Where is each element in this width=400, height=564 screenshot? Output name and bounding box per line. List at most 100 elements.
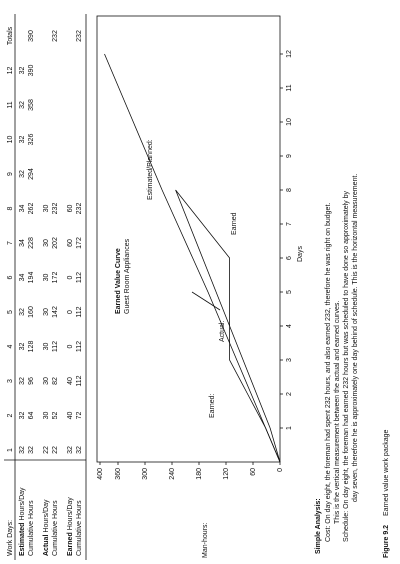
table-cell: 30 — [43, 274, 50, 282]
analysis-line: This is the vertical measurement between… — [334, 301, 341, 524]
table-cell: 34 — [19, 205, 26, 213]
table-header: 2 — [7, 413, 14, 417]
table-header: 8 — [7, 206, 14, 210]
y-tick-label: 0 — [277, 468, 284, 472]
table-cell: 172 — [76, 237, 83, 249]
table-cell: 22 — [43, 446, 50, 454]
table-cell: 32 — [19, 136, 26, 144]
row-label: Hours/Day — [43, 499, 50, 533]
table-cell: 72 — [76, 412, 83, 420]
row-label: Hours/Day — [19, 487, 26, 521]
table-cell: 0 — [67, 344, 74, 348]
table-header: 3 — [7, 379, 14, 383]
table-cell: 82 — [52, 377, 59, 385]
series-line — [175, 189, 271, 429]
table-cell: 40 — [67, 412, 74, 420]
analysis-line: day seven, therefore he is approximately… — [352, 174, 359, 502]
table-cell: 32 — [67, 446, 74, 454]
table-cell: 232 — [52, 203, 59, 215]
table-cell: 112 — [76, 375, 83, 386]
table-cell: 0 — [67, 310, 74, 314]
table-cell: 160 — [28, 306, 35, 318]
table-cell: 34 — [19, 274, 26, 282]
table-cell: 60 — [67, 239, 74, 247]
table-cell: 128 — [28, 341, 35, 353]
y-tick-label: 400 — [97, 468, 104, 480]
table-cell: 390 — [28, 30, 35, 42]
row-label: Cumulative Hours — [28, 500, 35, 556]
y-label: Man-hours: — [202, 523, 209, 558]
caption-label: Figure 9.2 — [383, 525, 390, 558]
chart-frame — [96, 15, 281, 463]
table-cell: 112 — [76, 272, 83, 283]
row-label: Cumulative Hours — [52, 500, 59, 556]
table-cell: 60 — [67, 205, 74, 213]
table-cell: 96 — [28, 377, 35, 385]
table-cell: 232 — [76, 203, 83, 215]
table-header: 11 — [7, 101, 14, 108]
table-cell: 34 — [19, 239, 26, 247]
table-cell: 32 — [19, 412, 26, 420]
x-tick-label: 9 — [286, 154, 293, 158]
table-cell: 232 — [76, 30, 83, 42]
table-cell: 32 — [76, 446, 83, 454]
y-tick-label: 180 — [196, 468, 203, 480]
series-start — [265, 427, 281, 463]
table-cell: 112 — [76, 341, 83, 352]
table-cell: 30 — [43, 343, 50, 351]
y-tick-label: 360 — [115, 468, 122, 480]
table-cell: 32 — [19, 446, 26, 454]
table-cell: 22 — [52, 446, 59, 454]
table-header: 7 — [7, 241, 14, 245]
x-label: Days — [297, 246, 304, 262]
x-tick-label: 5 — [286, 290, 293, 294]
row-label-bold: Actual — [43, 535, 50, 556]
table-header: Work Days: — [7, 520, 14, 556]
table-cell: 32 — [19, 308, 26, 316]
y-tick-label: 120 — [223, 468, 230, 480]
y-tick-label: 240 — [169, 468, 176, 480]
table-cell: 32 — [19, 101, 26, 109]
table-header: 5 — [7, 310, 14, 314]
x-tick-label: 1 — [286, 426, 293, 430]
table-cell: 228 — [28, 237, 35, 249]
y-tick-label: 60 — [250, 468, 257, 476]
table-cell: 172 — [52, 272, 59, 284]
table-cell: 112 — [52, 341, 59, 352]
table-cell: 64 — [28, 412, 35, 420]
x-tick-label: 11 — [286, 84, 293, 91]
analysis-title: Simple Analysis: — [315, 498, 322, 554]
x-tick-label: 2 — [286, 392, 293, 396]
table-header: 10 — [7, 136, 14, 144]
table-cell: 30 — [43, 377, 50, 385]
x-tick-label: 3 — [286, 358, 293, 362]
x-tick-label: 4 — [286, 324, 293, 328]
caption-text: Earned value work package — [383, 430, 390, 516]
annotation: Earned — [231, 212, 238, 235]
table-cell: 32 — [19, 67, 26, 75]
table-cell: 32 — [28, 446, 35, 454]
y-tick-label: 300 — [142, 468, 149, 480]
table-cell: 358 — [28, 99, 35, 111]
table-cell: 390 — [28, 65, 35, 77]
table-header: 1 — [7, 448, 14, 452]
x-tick-label: 6 — [286, 256, 293, 260]
table-cell: 40 — [67, 377, 74, 385]
x-tick-label: 7 — [286, 222, 293, 226]
x-tick-label: 8 — [286, 188, 293, 192]
series-label: Estimated/Planned: — [147, 139, 154, 200]
table-cell: 112 — [76, 306, 83, 317]
x-tick-label: 10 — [286, 118, 293, 126]
table-cell: 32 — [19, 170, 26, 178]
table-cell: 30 — [43, 308, 50, 316]
series-label: Earned: — [209, 393, 216, 418]
table-cell: 194 — [28, 272, 35, 284]
series-label: Actual: — [219, 321, 226, 342]
table-cell: 202 — [52, 237, 59, 249]
table-cell: 0 — [67, 275, 74, 279]
table-header: 6 — [7, 275, 14, 279]
table-header: 9 — [7, 172, 14, 176]
row-label: Cumulative Hours — [76, 500, 83, 556]
